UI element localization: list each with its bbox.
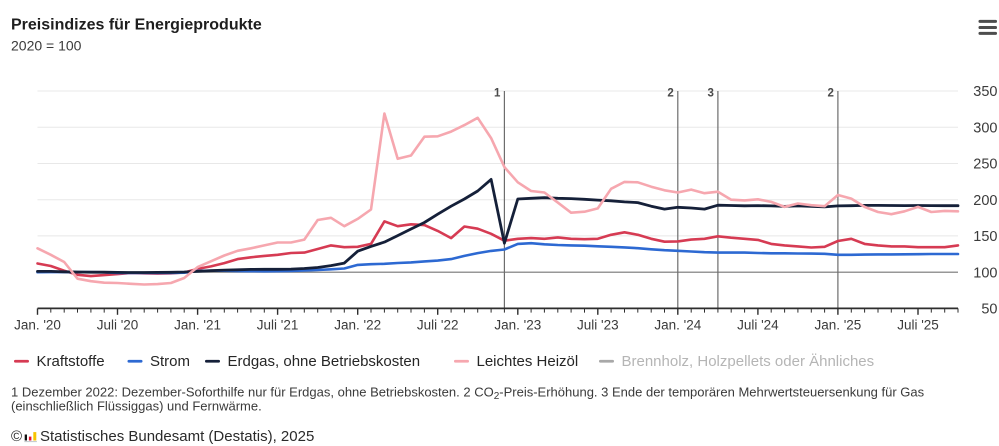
svg-text:Jan. '22: Jan. '22: [334, 318, 381, 333]
svg-text:2: 2: [667, 88, 673, 100]
svg-text:Leichtes Heizöl: Leichtes Heizöl: [477, 353, 579, 370]
svg-text:350: 350: [973, 84, 997, 100]
svg-text:Erdgas, ohne Betriebskosten: Erdgas, ohne Betriebskosten: [228, 353, 421, 370]
svg-text:Jan. '25: Jan. '25: [814, 318, 861, 333]
svg-text:Statistisches Bundesamt (Desta: Statistisches Bundesamt (Destatis), 2025: [40, 428, 314, 445]
svg-text:1 Dezember 2022: Dezember-Sofo: 1 Dezember 2022: Dezember-Soforthilfe nu…: [11, 385, 925, 403]
svg-text:250: 250: [973, 157, 997, 173]
svg-text:Brennholz, Holzpellets oder Äh: Brennholz, Holzpellets oder Ähnliches: [622, 353, 875, 370]
svg-text:150: 150: [973, 229, 997, 245]
svg-text:©: ©: [11, 428, 22, 445]
svg-text:Juli '20: Juli '20: [97, 318, 139, 333]
svg-text:Juli '25: Juli '25: [897, 318, 939, 333]
svg-text:Strom: Strom: [150, 353, 190, 370]
svg-text:3: 3: [707, 88, 713, 100]
svg-text:300: 300: [973, 120, 997, 136]
svg-text:Kraftstoffe: Kraftstoffe: [37, 353, 105, 370]
svg-text:Preisindizes für Energieproduk: Preisindizes für Energieprodukte: [11, 17, 262, 34]
svg-text:Juli '22: Juli '22: [417, 318, 459, 333]
svg-text:Juli '23: Juli '23: [577, 318, 619, 333]
svg-text:2: 2: [827, 88, 833, 100]
svg-text:Juli '21: Juli '21: [257, 318, 299, 333]
svg-text:Jan. '21: Jan. '21: [174, 318, 221, 333]
svg-text:Jan. '20: Jan. '20: [14, 318, 61, 333]
svg-text:50: 50: [981, 302, 997, 318]
svg-text:Juli '24: Juli '24: [737, 318, 779, 333]
svg-text:(einschließlich Flüssiggas) un: (einschließlich Flüssiggas) und Fernwärm…: [11, 399, 262, 414]
svg-text:100: 100: [973, 265, 997, 281]
svg-text:2020 = 100: 2020 = 100: [11, 38, 82, 54]
svg-text:1: 1: [494, 88, 501, 100]
svg-text:200: 200: [973, 193, 997, 209]
svg-text:Jan. '23: Jan. '23: [494, 318, 541, 333]
svg-text:Jan. '24: Jan. '24: [654, 318, 701, 333]
